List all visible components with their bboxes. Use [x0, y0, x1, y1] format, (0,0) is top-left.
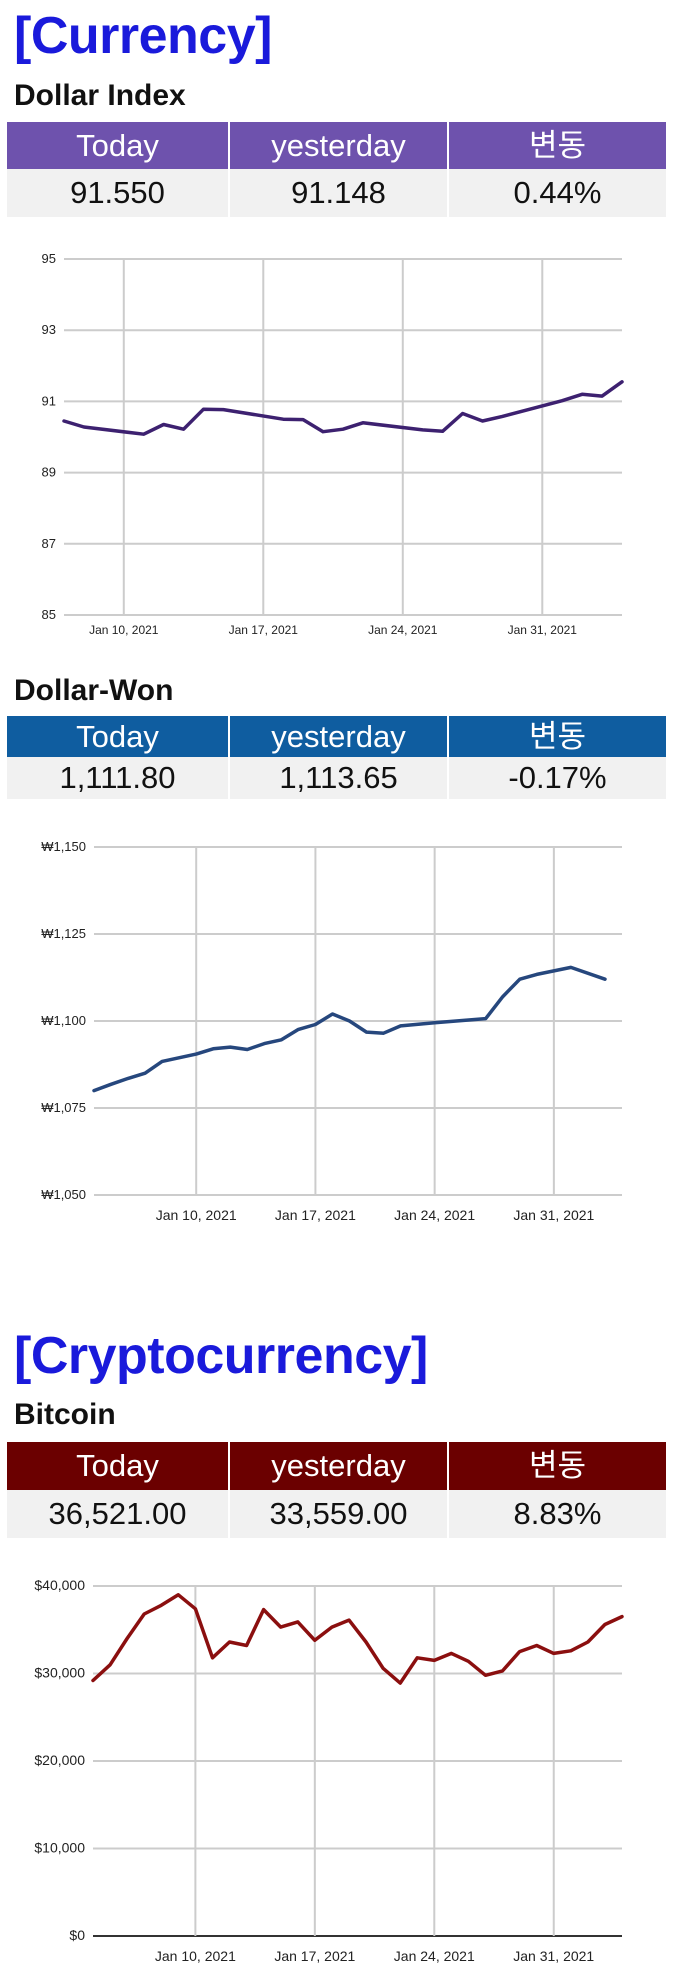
- bitcoin-table: Today yesterday 변동 36,521.00 33,559.00 8…: [7, 1442, 666, 1538]
- y-tick-label: $10,000: [34, 1840, 85, 1856]
- header-change: 변동: [449, 122, 666, 169]
- x-tick-label: Jan 24, 2021: [394, 1207, 475, 1223]
- y-tick-label: 85: [42, 607, 56, 622]
- x-tick-label: Jan 17, 2021: [274, 1948, 355, 1964]
- x-tick-label: Jan 10, 2021: [155, 1948, 236, 1964]
- x-tick-label: Jan 31, 2021: [508, 623, 578, 637]
- y-tick-label: ₩1,100: [41, 1013, 86, 1028]
- header-today: Today: [7, 716, 230, 757]
- x-tick-label: Jan 24, 2021: [368, 623, 438, 637]
- x-tick-label: Jan 17, 2021: [229, 623, 299, 637]
- dollar-won-table: Today yesterday 변동 1,111.80 1,113.65 -0.…: [7, 716, 666, 799]
- y-tick-label: 91: [42, 393, 56, 408]
- y-tick-label: ₩1,075: [41, 1100, 86, 1115]
- y-tick-label: ₩1,150: [41, 839, 86, 854]
- table-header-row: Today yesterday 변동: [7, 716, 666, 757]
- header-today: Today: [7, 1442, 230, 1490]
- table-value-row: 1,111.80 1,113.65 -0.17%: [7, 757, 666, 799]
- crypto-section-title: [Cryptocurrency]: [14, 1327, 428, 1385]
- header-change: 변동: [449, 1442, 666, 1490]
- y-tick-label: $40,000: [34, 1577, 85, 1593]
- value-change: 0.44%: [449, 169, 666, 217]
- value-yesterday: 33,559.00: [230, 1490, 449, 1538]
- x-tick-label: Jan 31, 2021: [513, 1207, 594, 1223]
- y-tick-label: 89: [42, 465, 56, 480]
- value-today: 91.550: [7, 169, 230, 217]
- table-header-row: Today yesterday 변동: [7, 1442, 666, 1490]
- value-change: -0.17%: [449, 757, 666, 799]
- bitcoin-chart: $40,000 $30,000 $20,000 $10,000 $0 Jan 10, 20…: [34, 1577, 624, 1964]
- currency-section-title: [Currency]: [14, 7, 272, 65]
- y-tick-label: ₩1,125: [41, 926, 86, 941]
- dollar-won-title: Dollar-Won: [14, 674, 174, 707]
- header-change: 변동: [449, 716, 666, 757]
- y-tick-label: $0: [69, 1927, 85, 1943]
- series-line: [62, 380, 624, 436]
- dollar-index-title: Dollar Index: [14, 79, 186, 112]
- y-tick-label: 95: [42, 251, 56, 266]
- y-tick-label: 87: [42, 536, 56, 551]
- value-today: 36,521.00: [7, 1490, 230, 1538]
- header-yesterday: yesterday: [230, 1442, 449, 1490]
- x-tick-label: Jan 17, 2021: [275, 1207, 356, 1223]
- value-yesterday: 1,113.65: [230, 757, 449, 799]
- header-yesterday: yesterday: [230, 122, 449, 169]
- series-line: [92, 965, 607, 1093]
- x-tick-label: Jan 24, 2021: [394, 1948, 475, 1964]
- value-today: 1,111.80: [7, 757, 230, 799]
- dollar-index-chart: 95 93 91 89 87 85 Jan 10, 2021 Jan 17, 2021 Jan …: [42, 251, 624, 637]
- dollar-won-chart: ₩1,150 ₩1,125 ₩1,100 ₩1,075 ₩1,050 Jan 10, 20…: [41, 839, 622, 1223]
- value-change: 8.83%: [449, 1490, 666, 1538]
- value-yesterday: 91.148: [230, 169, 449, 217]
- bitcoin-title: Bitcoin: [14, 1398, 116, 1431]
- x-tick-label: Jan 10, 2021: [156, 1207, 237, 1223]
- header-today: Today: [7, 122, 230, 169]
- series-line: [91, 1593, 624, 1685]
- y-tick-label: ₩1,050: [41, 1187, 86, 1202]
- x-tick-label: Jan 31, 2021: [513, 1948, 594, 1964]
- table-value-row: 91.550 91.148 0.44%: [7, 169, 666, 217]
- header-yesterday: yesterday: [230, 716, 449, 757]
- table-header-row: Today yesterday 변동: [7, 122, 666, 169]
- x-tick-label: Jan 10, 2021: [89, 623, 159, 637]
- y-tick-label: $20,000: [34, 1752, 85, 1768]
- table-value-row: 36,521.00 33,559.00 8.83%: [7, 1490, 666, 1538]
- dollar-index-table: Today yesterday 변동 91.550 91.148 0.44%: [7, 122, 666, 217]
- y-tick-label: $30,000: [34, 1665, 85, 1681]
- y-tick-label: 93: [42, 322, 56, 337]
